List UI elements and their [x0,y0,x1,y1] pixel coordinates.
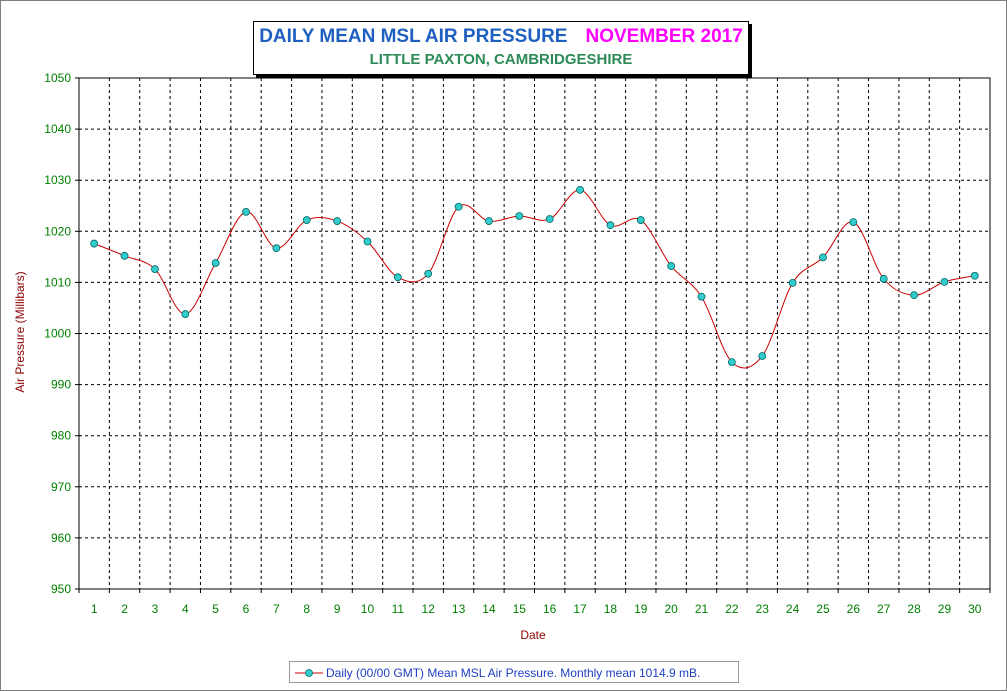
x-tick-label: 18 [604,602,618,616]
x-tick-label: 5 [212,602,219,616]
data-point [849,218,858,227]
x-tick-label: 3 [152,602,159,616]
y-tick-label: 1030 [44,173,71,187]
chart-title-box: DAILY MEAN MSL AIR PRESSURE NOVEMBER 2017… [253,21,749,75]
x-tick-label: 19 [634,602,648,616]
x-tick-label: 2 [121,602,128,616]
data-point [181,310,190,318]
y-tick-label: 960 [51,531,71,545]
data-point [697,292,706,301]
x-tick-label: 4 [182,602,189,616]
data-point [333,217,342,225]
x-tick-label: 6 [243,602,250,616]
x-tick-label: 27 [877,602,891,616]
data-point [272,244,281,253]
plot-area-border [78,77,991,590]
x-tick-label: 16 [543,602,557,616]
x-tick-label: 24 [786,602,800,616]
data-point [970,271,979,280]
data-point [485,217,493,225]
x-tick-label: 13 [452,602,466,616]
data-point [788,279,797,287]
data-point [879,274,888,283]
data-point [910,291,918,300]
x-tick-label: 8 [303,602,310,616]
y-tick-label: 950 [51,582,71,596]
data-point [363,237,372,246]
title-line: DAILY MEAN MSL AIR PRESSURE NOVEMBER 2017 [254,26,748,48]
data-point [819,253,827,262]
x-tick-label: 7 [273,602,280,616]
y-tick-label: 980 [51,429,71,443]
legend: Daily (00/00 GMT) Mean MSL Air Pressure.… [289,661,739,683]
data-point [242,207,250,216]
y-tick-label: 1040 [44,122,71,136]
data-point [211,259,220,267]
legend-swatch [295,669,323,677]
data-point [424,269,433,278]
data-point [515,212,524,220]
x-tick-label: 12 [422,602,436,616]
data-point [727,358,736,367]
x-tick-label: 17 [573,602,587,616]
x-tick-label: 25 [816,602,830,616]
x-tick-label: 9 [334,602,341,616]
legend-label: Daily (00/00 GMT) Mean MSL Air Pressure.… [326,666,701,680]
y-axis-title: Air Pressure (Millibars) [13,271,27,392]
x-tick-label: 26 [847,602,861,616]
y-tick-label: 1050 [44,71,71,85]
chart-title-month: NOVEMBER 2017 [585,26,743,47]
y-tick-label: 1010 [44,275,71,289]
x-tick-label: 28 [907,602,921,616]
data-point [636,216,645,224]
y-tick-label: 990 [51,378,71,392]
x-tick-label: 23 [756,602,770,616]
y-tick-label: 970 [51,480,71,494]
x-tick-label: 15 [513,602,527,616]
y-tick-label: 1020 [44,224,71,238]
x-tick-label: 1 [91,602,98,616]
data-point [393,273,402,282]
axes: 9509609709809901000101010201030104010501… [44,71,991,616]
data-point [151,265,159,274]
data-point [758,352,767,360]
x-tick-label: 20 [664,602,678,616]
x-axis-title: Date [520,628,546,642]
data-point [576,186,584,194]
x-tick-label: 22 [725,602,739,616]
x-tick-label: 10 [361,602,375,616]
x-tick-label: 14 [482,602,496,616]
grid [79,78,990,589]
y-tick-label: 1000 [44,327,71,341]
x-tick-label: 11 [392,602,405,616]
x-tick-label: 29 [938,602,952,616]
chart-title: DAILY MEAN MSL AIR PRESSURE [259,26,568,47]
data-point [120,251,129,260]
x-tick-label: 30 [968,602,982,616]
chart-subtitle: LITTLE PAXTON, CAMBRIDGESHIRE [369,51,633,68]
data-point [545,215,554,223]
data-point [302,216,311,224]
data-point [454,202,463,211]
data-point [90,239,99,248]
data-point [667,262,676,270]
series-layer [90,186,979,369]
data-point [940,277,949,286]
data-point [606,221,615,230]
x-tick-label: 21 [695,602,709,616]
